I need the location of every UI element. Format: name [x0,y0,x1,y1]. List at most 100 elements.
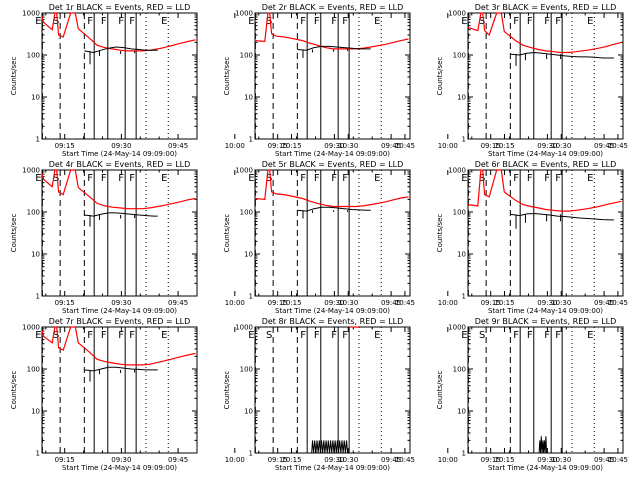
x-tick-label: 09:45 [594,456,614,464]
y-tick-label: 100 [27,209,40,217]
marker-label: E [248,16,254,27]
x-axis-label: Start Time (24-May-14 09:09:00) [62,307,177,315]
x-tick-label: 10:45 [395,456,415,464]
panel-title: Det 5r BLACK = Events, RED = LLD [262,160,404,169]
x-tick-label: 09:15 [268,456,288,464]
x-axis-label: Start Time (24-May-14 09:09:00) [275,464,390,472]
x-tick-label: 10:15 [494,456,514,464]
x-axis-label: Start Time (24-May-14 09:09:00) [488,150,603,158]
x-tick-label: 09:30 [111,299,131,307]
x-tick-label: 09:15 [55,299,75,307]
x-tick-label: 09:15 [268,299,288,307]
marker-label: E [248,330,254,341]
x-tick-label: 09:30 [324,456,344,464]
y-axis-label: Counts/sec [436,57,444,96]
y-tick-label: 1 [249,293,253,301]
x-tick-label: 09:45 [381,299,401,307]
panel-4: Det 4r BLACK = Events, RED = LLD11010010… [10,160,415,315]
marker-label: F [331,16,337,27]
x-tick-label: 09:15 [268,142,288,150]
marker-label: S [266,173,272,184]
marker-label: F [314,16,320,27]
y-tick-label: 10 [457,251,466,259]
marker-label: E [587,173,593,184]
marker-label: F [87,16,93,27]
x-tick-label: 09:30 [324,142,344,150]
marker-label: F [331,330,337,341]
lld-series-line [467,169,622,212]
marker-label: F [101,173,107,184]
panel-2: Det 2r BLACK = Events, RED = LLD11010010… [223,3,628,158]
events-series-line [538,436,548,454]
plot-frame [467,12,624,140]
y-tick-label: 1 [36,136,40,144]
marker-label: E [248,173,254,184]
x-tick-label: 10:00 [225,456,245,464]
x-axis-label: Start Time (24-May-14 09:09:00) [275,307,390,315]
x-tick-label: 09:15 [481,299,501,307]
marker-label: F [555,173,561,184]
x-tick-label: 10:45 [395,142,415,150]
y-tick-label: 1 [462,136,466,144]
panel-3: Det 3r BLACK = Events, RED = LLD 1 10 100 10… [436,3,624,158]
marker-label: F [118,173,124,184]
x-tick-label: 10:15 [494,142,514,150]
panel-5: Det 5r BLACK = Events, RED = LLD11010010… [223,160,628,315]
x-tick-label: 09:30 [537,142,557,150]
y-tick-label: 10 [31,94,40,102]
marker-label: F [300,330,306,341]
y-axis-label: Counts/sec [223,371,231,410]
x-tick-label: 09:30 [324,299,344,307]
marker-label: F [527,330,533,341]
lld-series-line [41,169,196,210]
panel-title: Det 2r BLACK = Events, RED = LLD [262,3,404,12]
y-tick-label: 10 [31,408,40,416]
x-tick-label: 09:30 [537,456,557,464]
marker-label: E [35,173,41,184]
y-tick-label: 100 [240,366,253,374]
y-tick-label: 10 [244,94,253,102]
x-tick-label: 10:30 [551,456,571,464]
lld-series-line [41,12,196,52]
x-tick-label: 09:45 [168,456,188,464]
x-tick-label: 09:45 [381,142,401,150]
y-axis-label: Counts/sec [10,57,18,96]
panel-7: Det 7r BLACK = Events, RED = LLD11010010… [10,317,415,472]
y-axis-label: Counts/sec [10,214,18,253]
marker-label: E [161,330,167,341]
marker-label: F [513,173,519,184]
x-axis-label: Start Time (24-May-14 09:09:00) [488,464,603,472]
y-tick-label: 10 [457,408,466,416]
marker-label: F [342,173,348,184]
x-tick-label: 09:30 [111,456,131,464]
marker-label: S [53,16,59,27]
y-tick-label: 100 [27,52,40,60]
x-tick-label: 10:15 [281,299,301,307]
events-series-line [84,366,158,372]
panel-9: Det 9r BLACK = Events, RED = LLD 1 10 100 10… [436,317,624,472]
marker-label: F [544,330,550,341]
marker-label: F [300,16,306,27]
y-tick-label: 10 [457,94,466,102]
y-axis-label: Counts/sec [223,57,231,96]
x-axis-label: Start Time (24-May-14 09:09:00) [275,150,390,158]
panel-1: Det 1r BLACK = Events, RED = LLD11010010… [10,3,415,158]
events-series-line [510,51,614,59]
panel-title: Det 4r BLACK = Events, RED = LLD [49,160,191,169]
panel-title: Det 3r BLACK = Events, RED = LLD [475,3,617,12]
lld-series-line [41,326,196,366]
plot-frame [41,326,198,454]
y-tick-label: 1000 [448,324,466,332]
marker-label: E [374,330,380,341]
marker-label: F [544,16,550,27]
marker-label: E [374,173,380,184]
marker-label: E [374,16,380,27]
x-tick-label: 10:30 [551,142,571,150]
plot-frame [254,326,411,454]
marker-label: F [129,16,135,27]
x-tick-label: 10:00 [225,142,245,150]
marker-label: F [118,330,124,341]
x-tick-label: 10:45 [395,299,415,307]
panel-title: Det 7r BLACK = Events, RED = LLD [49,317,191,326]
y-axis-label: Counts/sec [10,371,18,410]
